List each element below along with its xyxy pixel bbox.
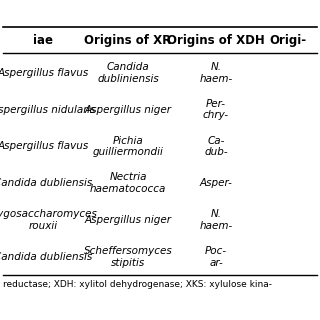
Text: Aspergillus flavus: Aspergillus flavus: [0, 68, 89, 78]
Text: Aspergillus niger: Aspergillus niger: [84, 105, 172, 115]
Text: iae: iae: [33, 34, 53, 46]
Text: Nectria
haematococca: Nectria haematococca: [90, 172, 166, 194]
Text: Poc-
ar-: Poc- ar-: [205, 246, 227, 268]
Text: N.
haem-: N. haem-: [199, 62, 233, 84]
Text: Aspergillus niger: Aspergillus niger: [84, 215, 172, 225]
Text: reductase; XDH: xylitol dehydrogenase; XKS: xylulose kina-: reductase; XDH: xylitol dehydrogenase; X…: [3, 280, 272, 289]
Text: N.
haem-: N. haem-: [199, 209, 233, 231]
Text: Origins of XR: Origins of XR: [84, 34, 172, 46]
Text: Candida dubliensis: Candida dubliensis: [0, 178, 92, 188]
Text: Per-
chry-: Per- chry-: [203, 99, 229, 120]
Text: Candida
dubliniensis: Candida dubliniensis: [97, 62, 159, 84]
Text: Scheffersomyces
stipitis: Scheffersomyces stipitis: [84, 246, 172, 268]
Text: Origi-: Origi-: [269, 34, 307, 46]
Text: Aspergillus flavus: Aspergillus flavus: [0, 141, 89, 151]
Text: Aspergillus nidulans: Aspergillus nidulans: [0, 105, 95, 115]
Text: Origins of XDH: Origins of XDH: [167, 34, 265, 46]
Text: Ca-
dub-: Ca- dub-: [204, 136, 228, 157]
Text: Pichia
guilliermondii: Pichia guilliermondii: [92, 136, 164, 157]
Text: Zygosaccharomyces
rouxii: Zygosaccharomyces rouxii: [0, 209, 97, 231]
Text: Candida dubliensis: Candida dubliensis: [0, 252, 92, 262]
Text: Asper-: Asper-: [200, 178, 232, 188]
